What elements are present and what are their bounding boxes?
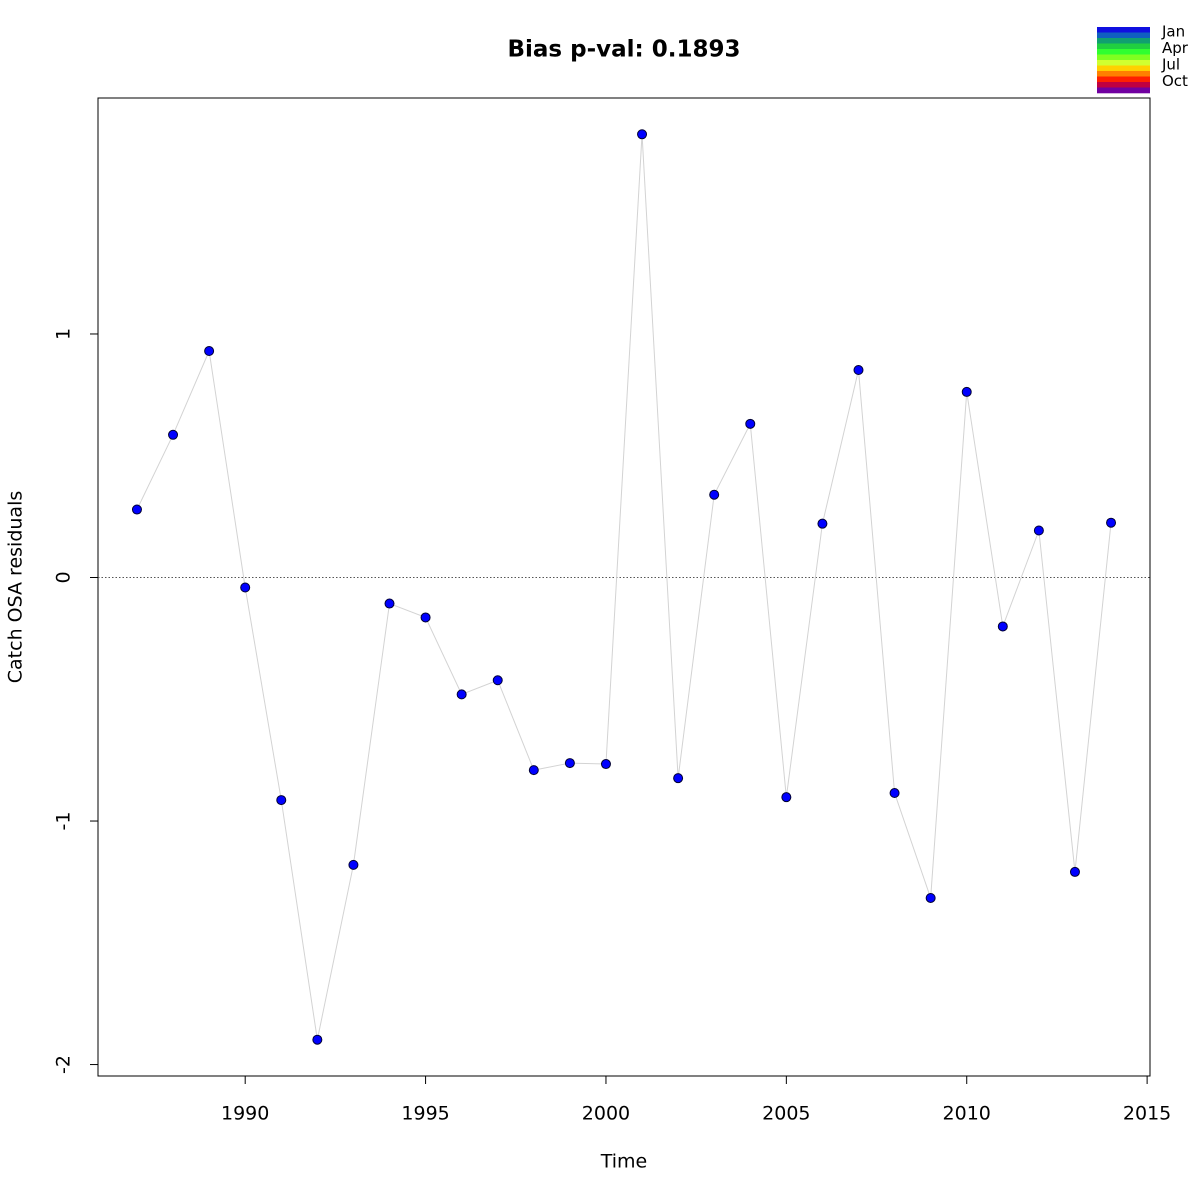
series-line [136, 134, 1112, 1040]
legend-label: Jul [1161, 55, 1180, 73]
legend-swatch [1097, 60, 1150, 66]
data-point [997, 621, 1008, 632]
data-point [781, 792, 792, 803]
y-tick-label: 1 [53, 328, 75, 340]
data-point [131, 504, 142, 515]
data-point [528, 765, 539, 776]
data-point [745, 418, 756, 429]
legend-swatch [1097, 32, 1150, 39]
data-point [564, 758, 575, 769]
data-point [1106, 517, 1117, 528]
legend-swatch [1097, 43, 1150, 50]
legend-swatch [1097, 82, 1150, 88]
legend-label: Jan [1161, 22, 1185, 40]
data-point [456, 689, 467, 700]
data-point [600, 759, 611, 770]
data-point [709, 489, 720, 500]
data-point [492, 675, 503, 686]
legend-swatch [1097, 87, 1150, 94]
data-point [1033, 525, 1044, 536]
x-tick-label: 2005 [762, 1103, 810, 1125]
data-point [276, 795, 287, 806]
legend-swatch [1097, 49, 1150, 55]
data-point [853, 365, 864, 376]
data-point [673, 773, 684, 784]
x-tick-label: 2015 [1123, 1103, 1171, 1125]
data-point [204, 346, 215, 357]
data-point [312, 1034, 323, 1045]
data-point [348, 859, 359, 870]
data-point [420, 612, 431, 623]
data-point [961, 386, 972, 397]
chart-title: Bias p-val: 0.1893 [508, 37, 741, 63]
data-point [637, 129, 648, 140]
legend-swatch [1097, 76, 1150, 83]
y-tick-label: 0 [53, 571, 75, 583]
x-tick-label: 1990 [221, 1103, 269, 1125]
legend-swatch [1097, 65, 1150, 72]
legend-label: Oct [1162, 72, 1188, 90]
data-point [240, 582, 251, 593]
x-tick-label: 2000 [582, 1103, 630, 1125]
data-point [817, 518, 828, 529]
data-point [925, 892, 936, 903]
y-tick-label: -1 [53, 812, 75, 831]
legend-swatch [1097, 27, 1150, 33]
legend-label: Apr [1162, 39, 1189, 57]
data-point [889, 788, 900, 799]
y-axis-label: Catch OSA residuals [5, 491, 27, 683]
x-tick-label: 2010 [943, 1103, 991, 1125]
data-point [1069, 866, 1080, 877]
legend-swatch [1097, 71, 1150, 77]
legend-swatch [1097, 54, 1150, 61]
y-tick-label: -2 [53, 1055, 75, 1074]
x-axis-label: Time [600, 1151, 648, 1173]
data-point [168, 429, 179, 440]
data-point [384, 598, 395, 609]
legend-swatch [1097, 38, 1150, 44]
x-tick-label: 1995 [401, 1103, 449, 1125]
plot-frame [97, 97, 1151, 1077]
